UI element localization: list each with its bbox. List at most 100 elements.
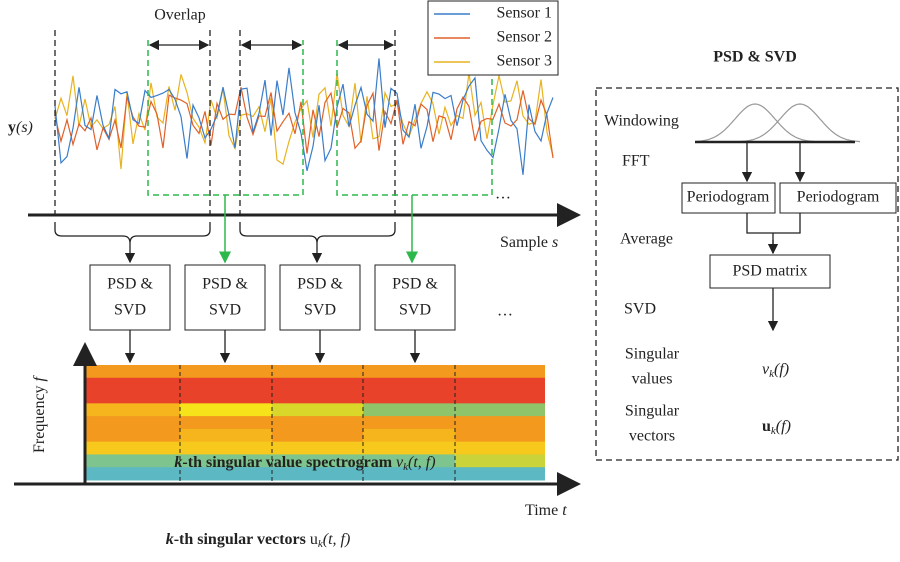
psd-block-label: SVD bbox=[209, 302, 241, 319]
spectrogram-cell bbox=[272, 467, 363, 481]
signal-line bbox=[54, 58, 554, 175]
psd-block bbox=[374, 264, 456, 331]
argument: (f) bbox=[774, 361, 789, 378]
singular-values-label: values bbox=[632, 371, 673, 388]
singular-vectors-label: vectors bbox=[629, 428, 675, 445]
subscript: k bbox=[403, 461, 409, 473]
spectrogram-cell bbox=[363, 467, 455, 481]
psd-matrix-box bbox=[709, 254, 831, 289]
psd-block bbox=[184, 264, 266, 331]
k: k bbox=[174, 454, 182, 471]
panel-title: PSD & SVD bbox=[713, 49, 797, 66]
label: Time bbox=[525, 502, 562, 519]
window-functions bbox=[694, 103, 861, 143]
footer-caption: k-th singular vectors uk(t, f) bbox=[166, 531, 351, 550]
spectrogram-cell bbox=[180, 454, 272, 468]
signal-line bbox=[54, 73, 554, 170]
spectrogram-cell bbox=[363, 365, 455, 379]
symbol: y bbox=[8, 119, 16, 136]
variable: s bbox=[552, 234, 558, 251]
psd-block bbox=[89, 264, 171, 331]
spectrogram-cell bbox=[272, 403, 363, 417]
spectrogram-cell bbox=[363, 441, 455, 455]
spectrogram-caption: k-th singular value spectrogram νk(t, f) bbox=[174, 454, 435, 473]
periodogram-box bbox=[779, 182, 897, 214]
argument: (t, f) bbox=[323, 531, 351, 548]
spectrogram-cell bbox=[180, 403, 272, 417]
psd-matrix-label: PSD matrix bbox=[732, 263, 807, 280]
legend-label: Sensor 3 bbox=[496, 53, 552, 70]
spectrogram-cell bbox=[180, 428, 272, 443]
svd-label: SVD bbox=[624, 301, 656, 318]
symbol: u bbox=[762, 418, 771, 435]
green-brackets bbox=[219, 195, 418, 264]
spectrogram-cell bbox=[272, 428, 363, 443]
psd-blocks: PSD & SVD PSD & SVD PSD & SVD PSD & SVD bbox=[89, 264, 456, 364]
spectrogram-cell bbox=[272, 454, 363, 468]
spectrogram-cell bbox=[455, 416, 545, 430]
psd-block-label: PSD & bbox=[392, 276, 438, 293]
values-symbol: νk(f) bbox=[762, 361, 789, 380]
overlap-label: Overlap bbox=[154, 7, 206, 24]
variable: t bbox=[562, 502, 567, 519]
panel-frame bbox=[595, 87, 899, 461]
spectrogram-cell bbox=[363, 390, 455, 404]
spectrogram-cell bbox=[272, 390, 363, 404]
periodogram-label: Periodogram bbox=[797, 189, 880, 206]
spectrogram-cell bbox=[85, 377, 180, 392]
spectrogram-cell bbox=[180, 390, 272, 404]
frequency-axis-label: Frequency f bbox=[31, 374, 48, 453]
spectrogram-cell bbox=[180, 416, 272, 430]
spectrogram-cell bbox=[455, 403, 545, 417]
subscript: k bbox=[769, 368, 775, 380]
ellipsis: … bbox=[497, 303, 513, 320]
spectrogram-cell bbox=[180, 365, 272, 379]
spectrogram-cell bbox=[85, 428, 180, 443]
psd-block-label: SVD bbox=[114, 302, 146, 319]
subscript: k bbox=[318, 538, 324, 550]
spectrogram-cell bbox=[85, 403, 180, 417]
psd-block-label: PSD & bbox=[202, 276, 248, 293]
spectrogram-cell bbox=[272, 377, 363, 392]
spectrogram-cell bbox=[455, 441, 545, 455]
spectrogram-cell bbox=[455, 390, 545, 404]
windowing-label: Windowing bbox=[604, 113, 679, 130]
psd-block bbox=[279, 264, 361, 331]
legend-label: Sensor 1 bbox=[496, 5, 552, 22]
text: -th singular value spectrogram bbox=[182, 454, 396, 471]
spectrogram-cell bbox=[272, 365, 363, 379]
label: Frequency bbox=[31, 381, 48, 453]
average-label: Average bbox=[620, 231, 673, 248]
spectrogram bbox=[85, 365, 545, 482]
spectrogram-cell bbox=[85, 441, 180, 455]
psd-block-label: PSD & bbox=[107, 276, 153, 293]
spectrogram-cell bbox=[85, 454, 180, 468]
argument: (t, f) bbox=[408, 454, 436, 471]
singular-values-label: Singular bbox=[625, 346, 680, 363]
text: -th singular vectors bbox=[174, 531, 310, 548]
spectrogram-cell bbox=[455, 454, 545, 468]
spectrogram-cell bbox=[363, 403, 455, 417]
sensor-signals bbox=[54, 58, 554, 175]
windows bbox=[54, 30, 396, 220]
signal-y-label: y(s) bbox=[8, 119, 33, 136]
fft-label: FFT bbox=[622, 153, 650, 170]
time-axis-label: Time t bbox=[525, 502, 567, 519]
spectrogram-cell bbox=[272, 441, 363, 455]
spectrogram-cell bbox=[85, 467, 180, 481]
spectrogram-cell bbox=[180, 441, 272, 455]
periodogram-label: Periodogram bbox=[687, 189, 770, 206]
subscript: k bbox=[771, 425, 777, 437]
spectrogram-cell bbox=[180, 467, 272, 481]
symbol: u bbox=[310, 531, 318, 548]
spectrogram-cell bbox=[363, 428, 455, 443]
spectrogram-cell bbox=[455, 467, 545, 481]
psd-block-label: SVD bbox=[399, 302, 431, 319]
vectors-symbol: uk(f) bbox=[762, 418, 791, 437]
psd-block-label: SVD bbox=[304, 302, 336, 319]
sample-axis-label: Sample s bbox=[500, 234, 558, 251]
spectrogram-cell bbox=[272, 416, 363, 430]
k: k bbox=[166, 531, 174, 548]
spectrogram-cell bbox=[455, 428, 545, 443]
